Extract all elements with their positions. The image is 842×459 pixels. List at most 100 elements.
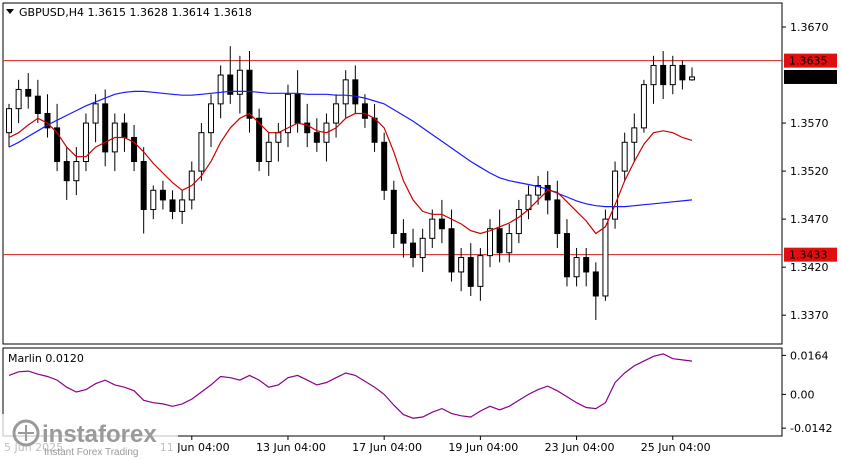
candle-body xyxy=(458,257,465,273)
candle-body xyxy=(429,218,436,239)
candle xyxy=(256,108,263,172)
candle xyxy=(467,243,474,296)
candle xyxy=(25,73,32,109)
candle xyxy=(352,65,359,114)
candle xyxy=(284,84,291,148)
candle-body xyxy=(410,242,417,259)
candle xyxy=(381,132,388,200)
time-tick-label: 19 Jun 04:00 xyxy=(448,441,518,454)
support-price-label-bg xyxy=(784,247,837,262)
candle-body xyxy=(650,64,657,86)
candle xyxy=(54,103,61,172)
candle xyxy=(631,113,638,162)
candle-body xyxy=(159,189,166,201)
candle xyxy=(121,113,128,152)
candle xyxy=(140,147,147,234)
candle xyxy=(169,190,176,220)
candle-body xyxy=(679,64,686,81)
price-tick-label: 1.3570 xyxy=(790,117,829,130)
candle xyxy=(390,180,397,248)
candle-body xyxy=(217,74,224,105)
candle-body xyxy=(227,74,234,95)
candle-body xyxy=(265,141,272,162)
indicator-title: Marlin 0.0120 xyxy=(8,352,84,365)
candle xyxy=(208,94,215,148)
candle-body xyxy=(448,228,455,273)
candle-body xyxy=(333,103,340,124)
last-price-label-bg xyxy=(784,69,837,84)
chart-title: GBPUSD,H4 1.3615 1.3628 1.3614 1.3618 xyxy=(19,6,252,19)
candle xyxy=(410,228,417,268)
candle xyxy=(333,94,340,138)
candle-body xyxy=(621,141,628,172)
price-tick-label: 1.3520 xyxy=(790,165,829,178)
candle xyxy=(477,247,484,301)
candle-body xyxy=(236,69,243,95)
candle-body xyxy=(467,257,474,287)
candle xyxy=(6,103,12,148)
watermark-tagline: Instant Forex Trading xyxy=(44,447,139,458)
candle-body xyxy=(506,233,513,254)
indicator-axis: 0.0164 0.00 -0.0142 xyxy=(782,349,832,435)
candle-body xyxy=(34,95,41,114)
candle xyxy=(63,147,70,200)
dropdown-triangle-icon[interactable] xyxy=(6,9,14,14)
candle-body xyxy=(313,132,320,143)
candle-body xyxy=(631,127,638,143)
support-price-label: 1.3433 xyxy=(789,249,828,262)
candle xyxy=(323,113,330,162)
candle xyxy=(612,161,619,229)
candle-body xyxy=(54,127,61,162)
candle-body xyxy=(583,257,590,273)
candle xyxy=(621,132,628,181)
candle xyxy=(150,185,157,220)
candle xyxy=(592,262,599,320)
candle xyxy=(458,247,465,292)
candle-body xyxy=(602,218,609,297)
candle xyxy=(275,123,282,162)
candle xyxy=(102,89,109,167)
symbol-header: GBPUSD,H4 1.3615 1.3628 1.3614 1.3618 xyxy=(6,6,252,19)
candle xyxy=(515,199,522,244)
candle xyxy=(496,209,503,263)
candle xyxy=(131,124,138,172)
candle-body xyxy=(640,84,647,129)
resistance-price-label: 1.3635 xyxy=(789,55,828,68)
candle-body xyxy=(6,108,12,134)
candle xyxy=(660,51,667,100)
candle-body xyxy=(198,132,205,172)
moving-averages xyxy=(8,90,693,235)
candle-body xyxy=(131,136,138,162)
candle-body xyxy=(573,257,580,278)
candle-body xyxy=(92,103,99,124)
candle xyxy=(227,46,234,104)
candle-body xyxy=(535,185,542,196)
candle-body xyxy=(15,88,22,110)
candle-body xyxy=(381,141,388,191)
candle-body xyxy=(140,160,147,211)
indicator-tick-label: -0.0142 xyxy=(790,422,832,435)
candle-body xyxy=(121,122,128,138)
resistance-price-label-bg xyxy=(784,53,837,68)
candle xyxy=(583,247,590,287)
candle-body xyxy=(275,132,282,143)
candle xyxy=(342,70,349,119)
candle xyxy=(573,247,580,287)
marlin-line xyxy=(8,353,693,419)
candle-body xyxy=(73,160,80,182)
candle-body xyxy=(361,103,368,119)
candle xyxy=(602,209,609,301)
time-tick-label: 17 Jun 04:00 xyxy=(352,441,422,454)
instaforex-logo-icon xyxy=(12,419,40,447)
price-tick-label: 1.3670 xyxy=(790,21,829,34)
candle xyxy=(400,219,407,258)
candle xyxy=(650,55,657,104)
candle xyxy=(487,219,493,268)
price-tick-label: 1.3370 xyxy=(790,309,829,322)
ma-slow-line xyxy=(8,90,693,208)
candle xyxy=(265,132,272,176)
candle xyxy=(563,219,570,287)
candle-body xyxy=(390,189,397,235)
candle-body xyxy=(304,122,311,134)
